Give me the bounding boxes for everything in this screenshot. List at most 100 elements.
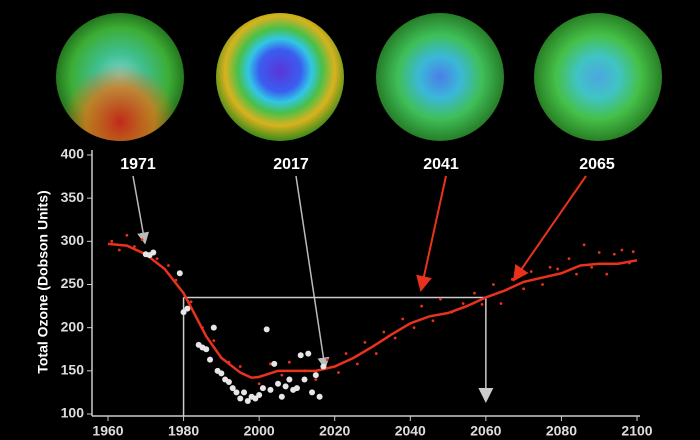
data-point xyxy=(293,385,300,392)
data-point xyxy=(150,249,157,256)
data-point xyxy=(431,319,435,323)
data-point xyxy=(590,265,594,269)
data-point xyxy=(252,395,259,402)
data-point xyxy=(303,369,306,373)
data-point xyxy=(218,370,225,377)
x-tick-label: 1980 xyxy=(168,423,199,439)
data-point xyxy=(316,393,323,400)
data-point xyxy=(575,272,578,276)
data-point xyxy=(393,336,397,340)
data-point xyxy=(597,251,601,254)
data-point xyxy=(401,317,405,321)
y-tick-label: 400 xyxy=(61,146,85,162)
y-axis-title: Total Ozone (Dobson Units) xyxy=(35,190,51,373)
data-point xyxy=(117,248,121,252)
data-point xyxy=(207,356,214,363)
data-point xyxy=(286,376,293,383)
data-point xyxy=(167,264,170,267)
y-tick-label: 100 xyxy=(61,405,85,421)
globe-shade xyxy=(56,13,184,141)
y-tick-label: 150 xyxy=(61,362,85,378)
annotation-arrows xyxy=(132,175,587,370)
data-point xyxy=(480,302,484,306)
data-point xyxy=(450,310,454,314)
annotation: 2065 xyxy=(579,156,615,173)
data-point xyxy=(439,297,442,301)
x-tick-label: 2040 xyxy=(395,423,426,439)
data-point xyxy=(631,250,635,254)
data-point xyxy=(241,389,248,396)
data-point xyxy=(203,346,210,353)
data-point xyxy=(275,380,282,387)
data-point xyxy=(297,352,304,359)
data-point xyxy=(382,330,386,334)
data-point xyxy=(541,283,544,286)
x-tick-label: 2000 xyxy=(244,423,275,439)
data-point xyxy=(212,339,216,343)
data-point xyxy=(278,393,285,400)
data-point xyxy=(355,362,359,366)
x-tick-label: 2100 xyxy=(621,423,652,439)
data-point xyxy=(337,371,340,374)
data-point xyxy=(233,389,240,396)
data-point xyxy=(110,239,114,243)
data-point xyxy=(620,248,624,252)
data-point xyxy=(133,245,136,248)
data-point xyxy=(256,392,263,399)
y-tick-label: 350 xyxy=(61,189,85,205)
arrow xyxy=(295,175,330,370)
data-point xyxy=(125,233,129,237)
data-point xyxy=(227,360,231,364)
data-point xyxy=(522,287,526,291)
x-tick-label: 2080 xyxy=(546,423,577,439)
data-point xyxy=(259,385,266,392)
data-point xyxy=(628,261,631,265)
data-point xyxy=(257,382,261,386)
data-point xyxy=(263,326,270,333)
data-point xyxy=(499,302,503,305)
data-point xyxy=(237,395,244,402)
data-point xyxy=(180,309,187,316)
data-point xyxy=(363,340,367,344)
data-point xyxy=(556,267,560,271)
x-tick-label: 2060 xyxy=(470,423,501,439)
y-tick-label: 200 xyxy=(61,318,85,334)
data-point xyxy=(510,277,514,281)
data-point xyxy=(312,372,319,379)
data-point xyxy=(605,272,609,276)
x-tick-label: 1960 xyxy=(92,423,123,439)
y-tick-label: 250 xyxy=(61,275,85,291)
data-point xyxy=(314,378,318,381)
data-point xyxy=(238,365,242,368)
data-point xyxy=(320,363,327,370)
data-point xyxy=(287,360,291,364)
data-point xyxy=(155,257,159,260)
data-point xyxy=(412,326,416,330)
data-point xyxy=(201,326,204,330)
data-point xyxy=(225,379,232,386)
data-point xyxy=(269,362,272,366)
data-point xyxy=(309,389,316,396)
arrow xyxy=(416,175,447,292)
annotation: 1971 xyxy=(120,156,156,173)
data-point xyxy=(282,383,289,390)
data-point xyxy=(582,243,586,247)
globe xyxy=(216,13,344,141)
data-point xyxy=(529,270,533,273)
data-point xyxy=(210,324,217,331)
annotation: 2041 xyxy=(423,156,459,173)
data-point xyxy=(305,350,312,357)
data-point xyxy=(189,300,193,304)
data-point xyxy=(325,358,329,362)
data-point xyxy=(301,376,308,383)
globe xyxy=(376,13,504,141)
data-point xyxy=(176,270,183,277)
data-point xyxy=(420,304,424,308)
x-tick-label: 2020 xyxy=(319,423,350,439)
data-point xyxy=(374,352,378,355)
y-tick-label: 300 xyxy=(61,232,85,248)
data-point xyxy=(461,302,465,305)
data-point xyxy=(229,385,236,392)
